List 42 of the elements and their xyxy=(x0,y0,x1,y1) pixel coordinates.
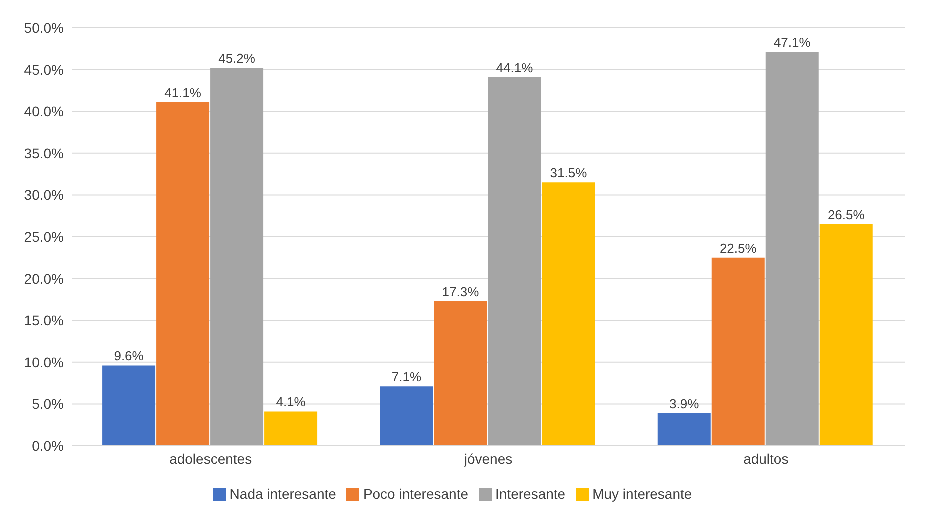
y-tick-label: 5.0% xyxy=(32,396,64,412)
data-label: 47.1% xyxy=(774,35,812,50)
bar xyxy=(488,77,542,446)
bar xyxy=(210,68,264,446)
x-tick-label: jóvenes xyxy=(463,450,513,467)
bar xyxy=(712,258,765,446)
y-tick-label: 35.0% xyxy=(24,145,64,162)
bar xyxy=(820,224,873,446)
data-label: 9.6% xyxy=(114,348,144,364)
bar xyxy=(102,366,156,446)
y-tick-label: 40.0% xyxy=(24,104,64,120)
legend-label: Poco interesante xyxy=(363,486,469,502)
bar xyxy=(380,386,434,446)
data-label: 3.9% xyxy=(670,396,700,412)
bar xyxy=(434,301,488,446)
x-tick-label: adultos xyxy=(744,450,789,467)
y-tick-label: 25.0% xyxy=(24,228,64,245)
bar xyxy=(264,412,318,446)
bar xyxy=(766,52,819,446)
y-tick-label: 30.0% xyxy=(24,187,64,204)
x-tick-label: adolescentes xyxy=(170,450,252,467)
y-tick-label: 15.0% xyxy=(24,312,64,329)
data-label: 41.1% xyxy=(164,85,202,100)
data-label: 31.5% xyxy=(550,166,588,181)
data-label: 22.5% xyxy=(720,240,758,256)
legend-label: Nada interesante xyxy=(230,486,336,502)
data-label: 4.1% xyxy=(276,394,306,410)
y-tick-label: 50.0% xyxy=(24,20,64,36)
y-tick-label: 10.0% xyxy=(24,354,64,370)
bar xyxy=(658,413,711,446)
bar xyxy=(542,182,596,446)
data-label: 7.1% xyxy=(392,370,422,385)
data-label: 17.3% xyxy=(442,284,480,300)
data-label: 45.2% xyxy=(218,51,256,66)
y-tick-label: 20.0% xyxy=(24,270,64,287)
bar xyxy=(156,102,210,446)
y-tick-label: 0.0% xyxy=(32,438,64,454)
legend-label: Muy interesante xyxy=(592,486,692,502)
data-label: 26.5% xyxy=(828,207,866,222)
y-tick-label: 45.0% xyxy=(24,62,64,78)
data-label: 44.1% xyxy=(496,60,534,76)
legend-label: Interesante xyxy=(496,486,566,502)
